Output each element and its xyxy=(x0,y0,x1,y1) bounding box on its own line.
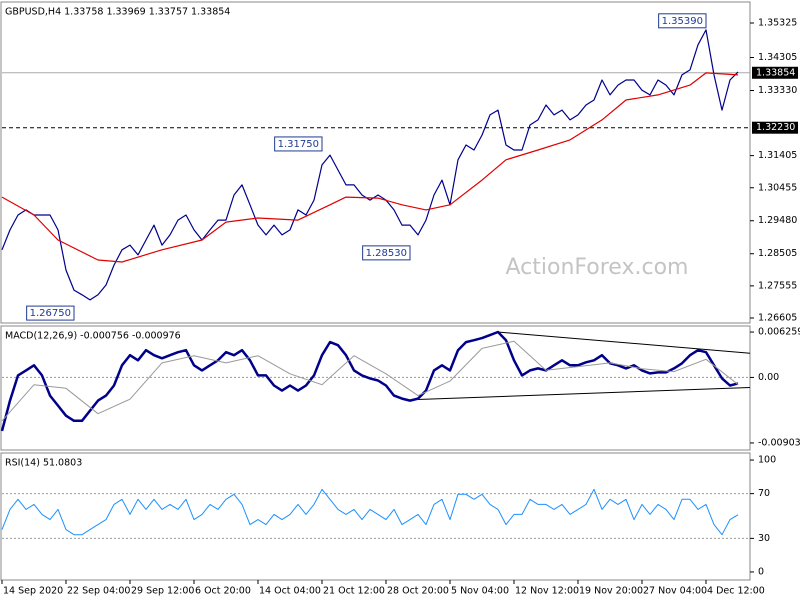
x-tick-label: 5 Nov 04:00 xyxy=(451,586,509,597)
annotation-label: 1.31750 xyxy=(278,139,319,150)
annotation-box xyxy=(274,136,323,152)
level-label: 1.33854 xyxy=(756,67,795,78)
y-tick-label: 1.34305 xyxy=(758,52,797,63)
panel-frame xyxy=(0,452,751,581)
x-tick-label: 27 Nov 04:00 xyxy=(643,586,707,597)
y-tick-label: 1.31405 xyxy=(758,150,797,161)
series-line xyxy=(1,29,739,301)
x-tick-label: 22 Sep 04:00 xyxy=(67,586,130,597)
x-tick-label: 14 Oct 04:00 xyxy=(259,586,321,597)
series-line xyxy=(1,488,739,536)
panel-title: RSI(14) 51.0803 xyxy=(5,458,82,469)
level-label-box xyxy=(752,121,798,134)
series-line xyxy=(1,72,739,263)
y-tick-label: 1.27555 xyxy=(758,280,797,291)
x-tick-label: 28 Oct 20:00 xyxy=(387,586,449,597)
y-tick-label: 0 xyxy=(758,566,764,577)
panel-title: MACD(12,26,9) -0.000756 -0.000976 xyxy=(5,331,181,342)
x-tick-label: 19 Nov 20:00 xyxy=(579,586,643,597)
series-line xyxy=(0,330,739,432)
y-tick-label: 1.30455 xyxy=(758,182,797,193)
y-tick-label: 1.26605 xyxy=(758,312,797,323)
watermark: ActionForex.com xyxy=(506,255,689,280)
x-tick-label: 4 Dec 12:00 xyxy=(707,586,765,597)
y-tick-label: 1.33330 xyxy=(758,85,797,96)
y-tick-label: 70 xyxy=(758,488,770,499)
panel-title: GBPUSD,H4 1.33758 1.33969 1.33757 1.3385… xyxy=(5,7,230,18)
panel-frame xyxy=(0,1,751,324)
x-tick-label: 14 Sep 2020 xyxy=(3,586,63,597)
level-label: 1.32230 xyxy=(756,122,795,133)
y-tick-label: 0.00 xyxy=(758,372,779,383)
x-tick-label: 29 Sep 12:00 xyxy=(131,586,194,597)
trendline xyxy=(497,331,751,354)
x-tick-label: 6 Oct 20:00 xyxy=(195,586,251,597)
y-tick-label: 1.35325 xyxy=(758,18,797,29)
annotation-label: 1.26750 xyxy=(30,308,71,319)
series-line xyxy=(1,340,739,422)
annotation-label: 1.28530 xyxy=(366,248,407,259)
annotation-box xyxy=(362,245,411,261)
annotation-label: 1.35390 xyxy=(662,16,703,27)
trendline xyxy=(413,387,751,401)
y-tick-label: 1.28505 xyxy=(758,248,797,259)
x-tick-label: 12 Nov 12:00 xyxy=(515,586,579,597)
annotation-box xyxy=(26,305,75,321)
y-tick-label: 1.29480 xyxy=(758,215,797,226)
x-tick-label: 21 Oct 12:00 xyxy=(323,586,385,597)
y-tick-label: 0.006259 xyxy=(758,327,800,338)
y-tick-label: 100 xyxy=(758,455,776,466)
level-label-box xyxy=(752,66,798,79)
annotation-box xyxy=(658,13,707,29)
y-tick-label: 30 xyxy=(758,533,770,544)
y-tick-label: -0.009036 xyxy=(758,437,800,448)
